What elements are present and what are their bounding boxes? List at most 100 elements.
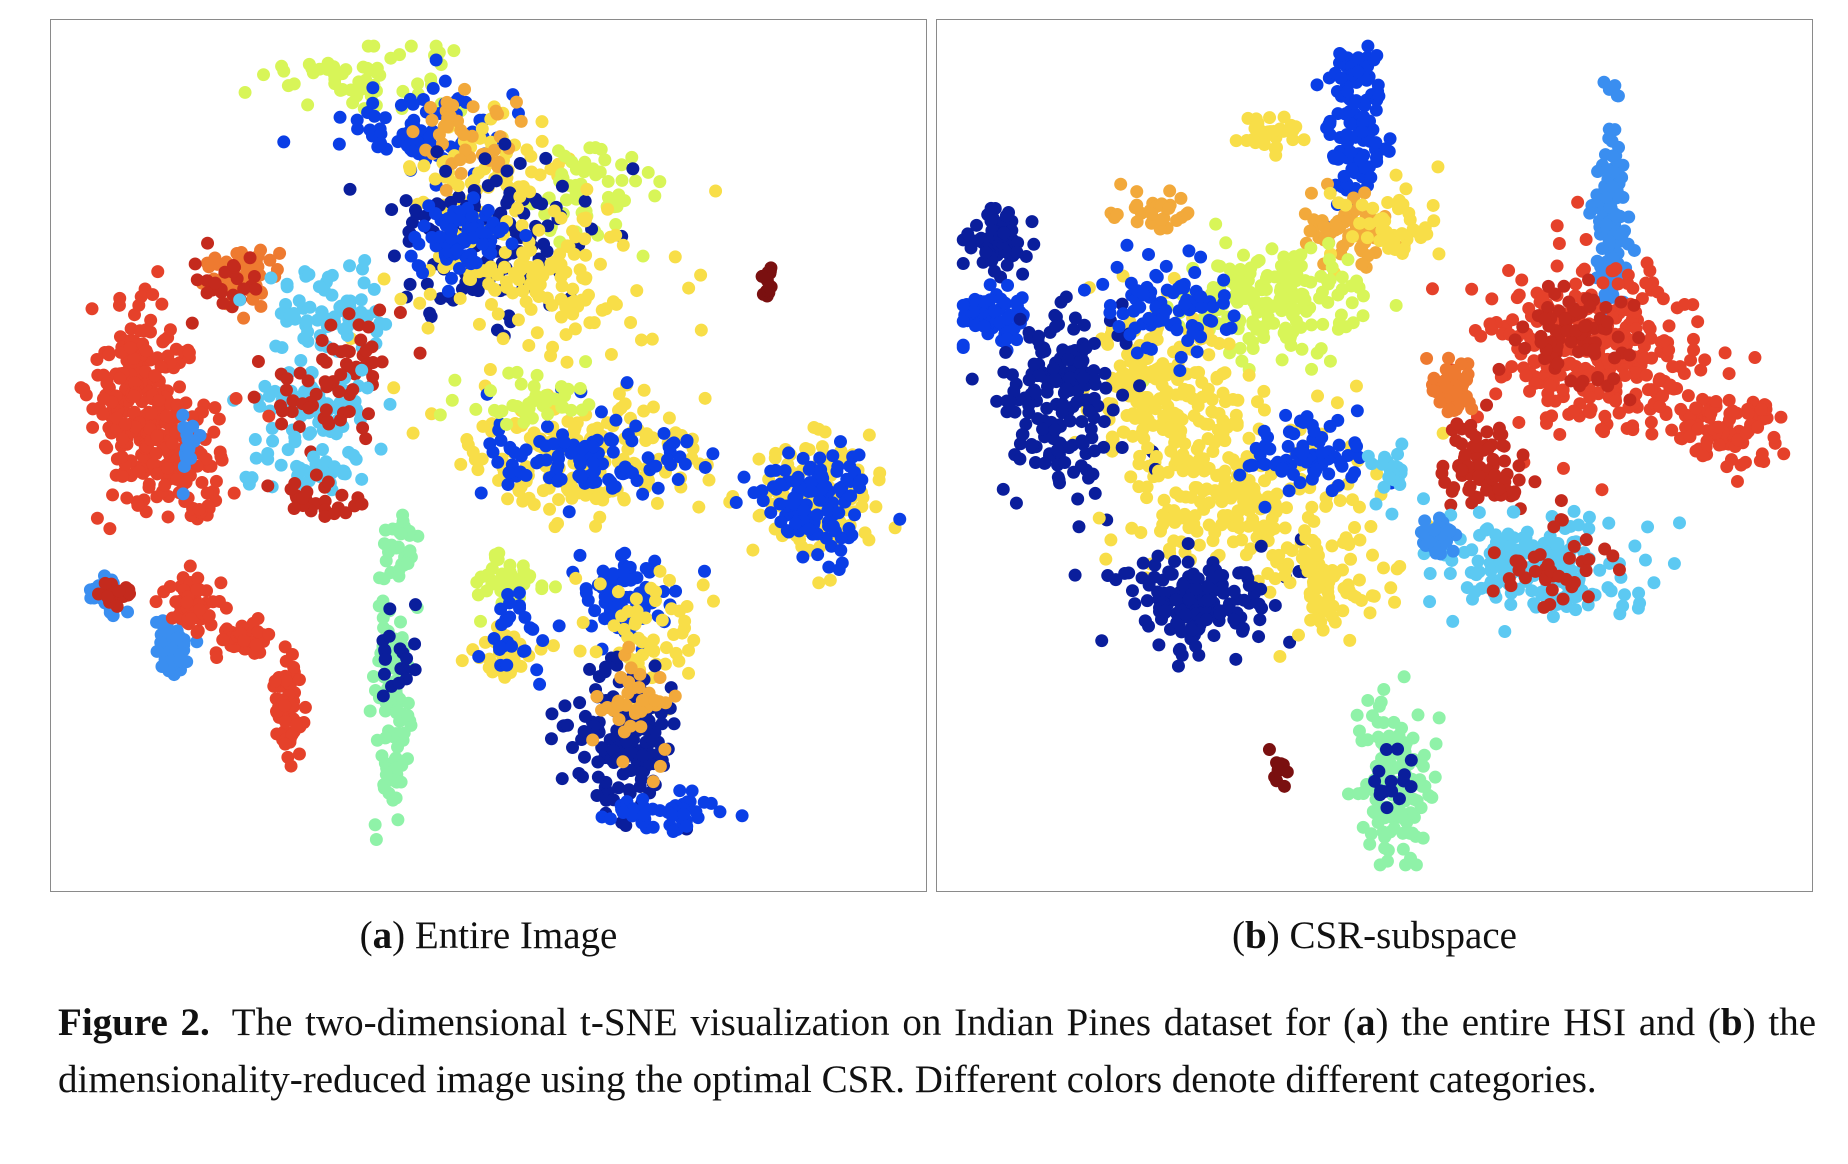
scatter-point — [262, 389, 276, 403]
scatter-point — [393, 306, 407, 320]
scatter-point — [394, 527, 408, 541]
scatter-point — [408, 230, 422, 244]
scatter-point — [1050, 443, 1064, 457]
scatter-point — [753, 508, 767, 522]
scatter-point — [1049, 310, 1063, 324]
scatter-point — [1265, 242, 1279, 256]
scatter-point — [591, 770, 605, 784]
scatter-point — [677, 807, 691, 821]
scatter-point — [626, 802, 640, 816]
scatter-point — [397, 726, 411, 740]
scatter-point — [1190, 345, 1204, 359]
scatter-point — [1611, 330, 1625, 344]
scatter-point — [1194, 330, 1208, 344]
scatter-point — [655, 717, 669, 731]
scatter-point — [1331, 288, 1345, 302]
scatter-point — [1176, 578, 1190, 592]
scatter-point — [500, 658, 514, 672]
scatter-point — [385, 203, 399, 217]
scatter-point — [533, 278, 547, 292]
scatter-point — [1330, 396, 1344, 410]
scatter-point — [810, 508, 824, 522]
scatter-point — [1608, 351, 1622, 365]
scatter-point — [515, 218, 529, 232]
scatter-point — [1345, 296, 1359, 310]
cluster-red — [92, 576, 137, 613]
scatter-point — [535, 197, 549, 211]
scatter-point — [1077, 318, 1091, 332]
scatter-point — [336, 464, 350, 478]
scatter-point — [285, 647, 299, 661]
scatter-point — [1356, 309, 1370, 323]
scatter-point — [485, 297, 498, 311]
scatter-point — [1541, 301, 1555, 315]
scatter-point — [280, 280, 294, 294]
scatter-point — [1032, 368, 1046, 382]
scatter-point — [1188, 266, 1202, 280]
scatter-point — [1170, 453, 1184, 467]
scatter-point — [1320, 121, 1334, 135]
scatter-point — [816, 471, 830, 485]
scatter-point — [476, 237, 490, 251]
scatter-point — [1666, 360, 1680, 374]
scatter-point — [1056, 343, 1070, 357]
scatter-point — [593, 165, 607, 179]
scatter-point — [1218, 434, 1232, 448]
scatter-point — [773, 497, 787, 511]
scatter-point — [200, 256, 214, 270]
scatter-point — [1187, 409, 1201, 423]
scatter-point — [1092, 511, 1106, 525]
scatter-point — [1639, 368, 1653, 382]
scatter-point — [429, 39, 443, 53]
scatter-point — [1233, 468, 1247, 482]
scatter-point — [624, 661, 638, 675]
scatter-point — [1608, 79, 1622, 93]
scatter-point — [1316, 317, 1330, 331]
scatter-point — [426, 81, 440, 95]
scatter-point — [1040, 385, 1054, 399]
scatter-point — [834, 435, 847, 449]
scatter-point — [312, 280, 326, 294]
scatter-point — [1036, 422, 1050, 436]
scatter-point — [1636, 352, 1650, 366]
scatter-point — [405, 144, 419, 158]
scatter-point — [1512, 415, 1526, 429]
scatter-point — [279, 383, 293, 397]
scatter-point — [1259, 271, 1273, 285]
scatter-point — [653, 671, 667, 684]
scatter-point — [609, 228, 623, 242]
scatter-point — [492, 155, 506, 169]
scatter-point — [1681, 389, 1695, 403]
scatter-point — [492, 640, 506, 654]
scatter-point — [264, 271, 278, 285]
scatter-point — [413, 346, 427, 360]
scatter-point — [501, 587, 515, 601]
scatter-point — [301, 374, 315, 388]
scatter-point — [249, 451, 263, 465]
scatter-point — [1058, 455, 1072, 469]
scatter-point — [1718, 346, 1732, 360]
scatter-point — [869, 500, 883, 514]
scatter-point — [586, 440, 600, 454]
scatter-point — [1210, 469, 1224, 483]
scatter-point — [682, 643, 696, 657]
scatter-point — [209, 474, 223, 488]
scatter-point — [359, 432, 373, 446]
scatter-point — [1173, 364, 1187, 378]
scatter-point — [1323, 354, 1337, 368]
scatter-point — [1230, 418, 1244, 432]
scatter-point — [191, 571, 205, 585]
scatter-point — [591, 755, 605, 769]
scatter-point — [176, 487, 190, 501]
scatter-point — [629, 419, 643, 433]
scatter-point — [183, 559, 197, 573]
cluster-yellow — [1323, 160, 1446, 280]
scatter-point — [1274, 259, 1288, 273]
scatter-point — [208, 401, 222, 415]
scatter-point — [611, 697, 624, 711]
scatter-point — [333, 413, 347, 427]
scatter-point — [374, 127, 388, 141]
scatter-point — [1230, 458, 1244, 472]
scatter-point — [1191, 399, 1205, 413]
scatter-point — [579, 248, 593, 262]
